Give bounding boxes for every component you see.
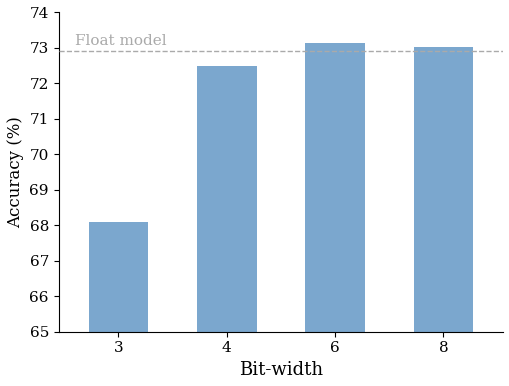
Bar	[89, 222, 148, 332]
Bar	[413, 47, 472, 332]
Bar	[196, 66, 256, 332]
Y-axis label: Accuracy (%): Accuracy (%)	[7, 116, 24, 228]
Text: Float model: Float model	[75, 34, 166, 48]
Bar	[305, 43, 364, 332]
X-axis label: Bit-width: Bit-width	[238, 361, 322, 379]
